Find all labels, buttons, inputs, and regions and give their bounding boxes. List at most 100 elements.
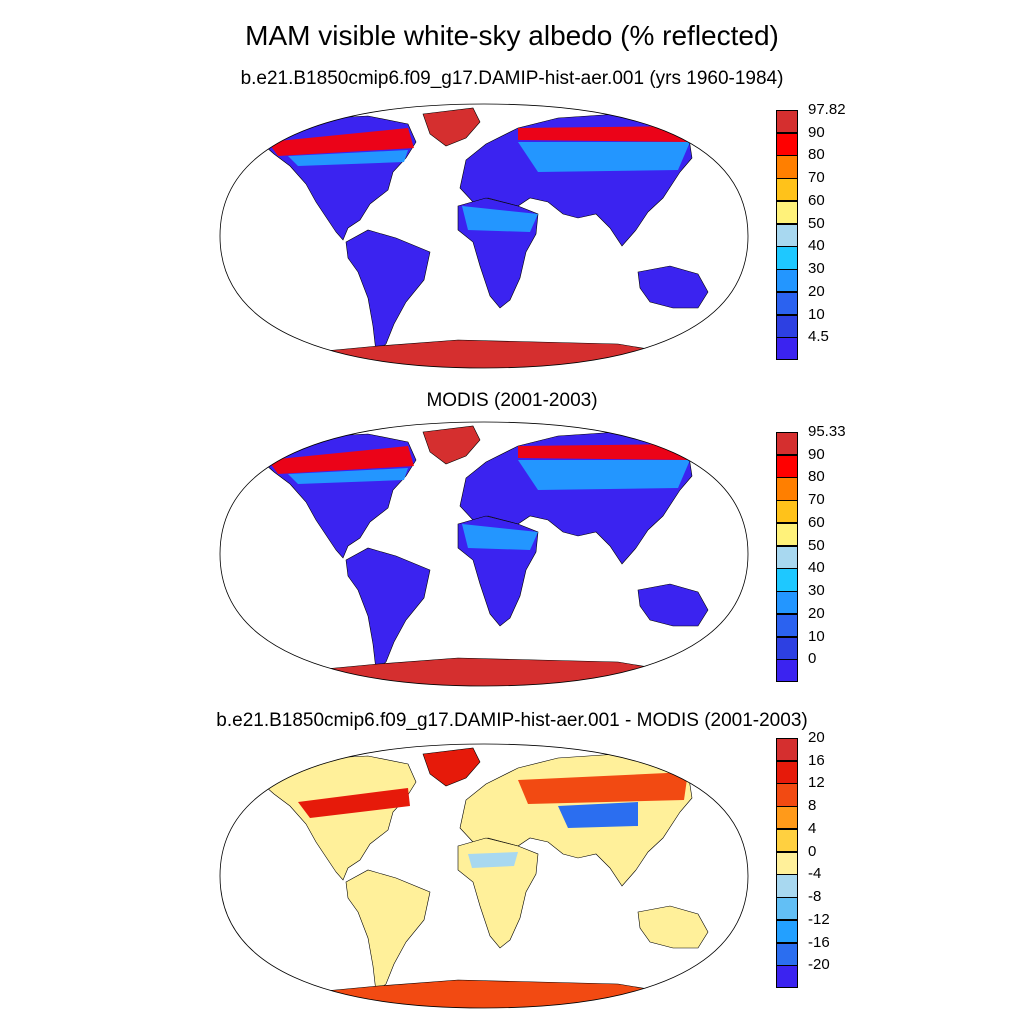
mid-albedo-eurasia — [518, 460, 690, 490]
land-greenland — [422, 425, 481, 465]
colorbar-tick-label: 60 — [808, 513, 825, 531]
colorbar-tick-label: 0 — [808, 650, 817, 668]
colorbar-swatch — [776, 828, 798, 853]
colorbar-swatch — [776, 919, 798, 944]
colorbar-tick-label: 50 — [808, 536, 825, 554]
panel-3-map — [219, 743, 749, 1009]
panel-1-colorbar — [776, 110, 798, 361]
land-greenland — [422, 107, 481, 147]
colorbar-swatch — [776, 337, 798, 361]
colorbar-tick-label: 16 — [808, 751, 825, 769]
negative-bias-sahara — [468, 852, 518, 868]
globe-boundary — [219, 743, 749, 1009]
colorbar-swatch — [776, 659, 798, 683]
colorbar-swatch — [776, 500, 798, 524]
colorbar-swatch — [776, 246, 798, 270]
mid-albedo-north-america — [288, 468, 408, 484]
colorbar-tick-label: 30 — [808, 260, 825, 278]
land-southAmerica — [345, 547, 431, 671]
globe-boundary — [219, 421, 749, 687]
snow-band-eurasia — [518, 444, 690, 460]
colorbar-tick-label: -12 — [808, 910, 830, 928]
panel-2-colorbar — [776, 432, 798, 683]
land-antarctica — [301, 657, 679, 686]
colorbar-tick-label: 10 — [808, 305, 825, 323]
colorbar-tick-label: 8 — [808, 797, 817, 815]
colorbar-swatch — [776, 613, 798, 638]
colorbar-tick-label: 97.82 — [808, 101, 846, 118]
mid-albedo-sahara — [462, 524, 538, 550]
colorbar-swatch — [776, 636, 798, 660]
colorbar-tick-label: 70 — [808, 491, 825, 509]
colorbar-tick-label: -16 — [808, 933, 830, 951]
globe-boundary — [219, 103, 749, 369]
colorbar-swatch — [776, 591, 798, 615]
colorbar-tick-label: 0 — [808, 842, 817, 860]
colorbar-tick-label: 70 — [808, 169, 825, 187]
snow-band-eurasia — [518, 126, 690, 142]
colorbar-swatch — [776, 760, 798, 784]
colorbar-tick-label: 20 — [808, 282, 825, 300]
snow-band-north-america — [268, 446, 414, 474]
snow-band-north-america — [268, 128, 414, 156]
colorbar-tick-label: -4 — [808, 865, 822, 883]
colorbar-tick-label: 4 — [808, 819, 817, 837]
colorbar-tick-label: 90 — [808, 445, 825, 463]
mid-albedo-north-america — [288, 150, 408, 166]
colorbar-tick-label: 12 — [808, 774, 825, 792]
colorbar-swatch — [776, 806, 798, 830]
colorbar-tick-label: 20 — [808, 729, 825, 746]
colorbar-swatch — [776, 477, 798, 501]
colorbar-swatch — [776, 314, 798, 338]
colorbar-tick-label: 95.33 — [808, 423, 846, 440]
positive-bias-eurasia — [518, 772, 688, 804]
panel-1-map — [219, 103, 749, 369]
panel-1-title: b.e21.B1850cmip6.f09_g17.DAMIP-hist-aer.… — [240, 68, 784, 89]
panel-3-title: b.e21.B1850cmip6.f09_g17.DAMIP-hist-aer.… — [216, 710, 808, 731]
land-antarctica — [301, 979, 679, 1008]
colorbar-swatch — [776, 522, 798, 547]
colorbar-tick-label: 50 — [808, 214, 825, 232]
colorbar-swatch — [776, 851, 798, 875]
colorbar-swatch — [776, 132, 798, 156]
panel-2-title: MODIS (2001-2003) — [426, 390, 598, 411]
colorbar-swatch — [776, 110, 798, 134]
colorbar-tick-label: 40 — [808, 237, 825, 255]
colorbar-swatch — [776, 454, 798, 478]
colorbar-swatch — [776, 942, 798, 966]
colorbar-swatch — [776, 568, 798, 592]
mid-albedo-sahara — [462, 206, 538, 232]
colorbar-tick-label: -20 — [808, 956, 830, 974]
colorbar-tick-label: 80 — [808, 146, 825, 164]
land-northAmerica — [257, 755, 417, 881]
colorbar-tick-label: 60 — [808, 191, 825, 209]
land-australia — [637, 265, 709, 309]
colorbar-swatch — [776, 200, 798, 225]
colorbar-swatch — [776, 965, 798, 989]
land-southAmerica — [345, 229, 431, 353]
colorbar-tick-label: -8 — [808, 888, 822, 906]
colorbar-tick-label: 20 — [808, 604, 825, 622]
colorbar-swatch — [776, 269, 798, 293]
panel-2-map — [219, 421, 749, 687]
colorbar-swatch — [776, 738, 798, 762]
panel-3-colorbar — [776, 738, 798, 989]
colorbar-swatch — [776, 783, 798, 807]
land-southAmerica — [345, 869, 431, 993]
colorbar-swatch — [776, 432, 798, 456]
positive-bias-north-america — [298, 788, 410, 818]
colorbar-swatch — [776, 545, 798, 569]
land-australia — [637, 905, 709, 949]
colorbar-swatch — [776, 223, 798, 247]
colorbar-tick-label: 30 — [808, 582, 825, 600]
colorbar-tick-label: 90 — [808, 123, 825, 141]
colorbar-swatch — [776, 291, 798, 316]
colorbar-swatch — [776, 155, 798, 179]
mid-albedo-eurasia — [518, 142, 690, 172]
land-antarctica — [301, 339, 679, 368]
negative-bias-central-asia — [558, 802, 638, 828]
land-australia — [637, 583, 709, 627]
colorbar-tick-label: 40 — [808, 559, 825, 577]
colorbar-swatch — [776, 897, 798, 921]
colorbar-tick-label: 80 — [808, 468, 825, 486]
